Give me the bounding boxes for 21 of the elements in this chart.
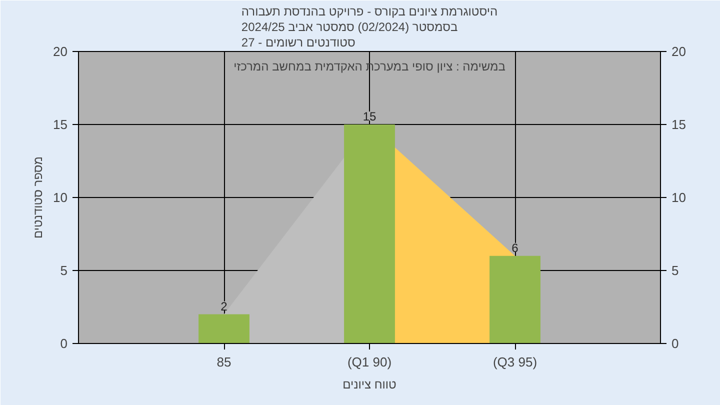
- y2-tick-label: 15: [672, 117, 686, 132]
- bar: [490, 256, 540, 344]
- data-label: 2: [220, 299, 228, 314]
- y-axis-title: מספר סטודנטים: [31, 156, 46, 239]
- y2-tick-label: 20: [672, 44, 686, 59]
- x-axis-title: טווח ציונים: [342, 378, 397, 392]
- data-label: 6: [512, 240, 519, 255]
- y-tick-label: 0: [60, 336, 68, 351]
- y2-tick-label: 5: [672, 263, 679, 278]
- y-tick-label: 15: [53, 117, 68, 132]
- x-tick-label: (Q1 90): [347, 354, 392, 370]
- y-tick-label: 5: [60, 263, 68, 278]
- y-tick-label: 20: [53, 44, 68, 59]
- x-tick-label: (Q3 95): [492, 354, 538, 370]
- x-tick-label: 85: [216, 354, 232, 370]
- data-label: 15: [362, 110, 376, 124]
- y-tick-label: 10: [53, 190, 68, 205]
- y2-tick-label: 0: [672, 336, 679, 351]
- chart-title: היסטוגרמת ציונים בקורס - פרויקט בהנדסת תעבורה בסמסטר (02/2024) סמסטר אביב 2024/25 סטודנטים רשומים - 27: [241, 4, 498, 50]
- y2-tick-label: 10: [672, 190, 686, 205]
- bar: [198, 314, 250, 344]
